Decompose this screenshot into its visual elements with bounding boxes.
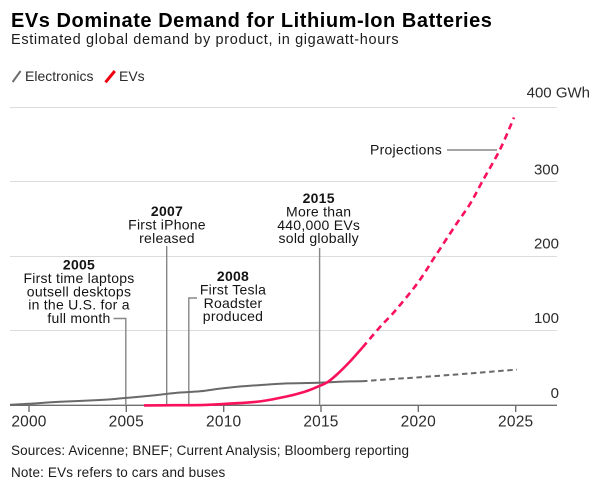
svg-text:300: 300 [534,162,559,179]
svg-text:First time laptops: First time laptops [23,270,134,286]
svg-text:First iPhone: First iPhone [128,217,206,233]
svg-text:2007: 2007 [151,203,183,219]
svg-text:2025: 2025 [498,414,533,431]
svg-text:100: 100 [534,310,559,327]
svg-text:Electronics: Electronics [25,68,93,84]
svg-text:sold globally: sold globally [279,230,359,246]
svg-text:in the U.S. for a: in the U.S. for a [28,297,130,313]
svg-text:2015: 2015 [303,414,338,431]
svg-text:440,000 EVs: 440,000 EVs [277,217,360,233]
svg-text:First Tesla: First Tesla [200,282,266,298]
svg-text:2008: 2008 [217,268,249,284]
svg-text:2015: 2015 [303,190,335,206]
svg-text:full month: full month [47,310,110,326]
svg-text:200: 200 [534,236,559,253]
svg-text:outsell desktops: outsell desktops [27,283,131,299]
svg-text:released: released [139,230,195,246]
svg-text:Projections: Projections [370,142,442,158]
svg-text:2005: 2005 [109,414,144,431]
svg-text:400 GWh: 400 GWh [527,85,590,102]
svg-text:produced: produced [203,308,263,324]
svg-text:Roadster: Roadster [204,295,263,311]
svg-text:2000: 2000 [11,414,46,431]
svg-text:2005: 2005 [63,257,95,273]
svg-text:EVs: EVs [119,68,145,84]
svg-text:2020: 2020 [401,414,436,431]
svg-text:More than: More than [286,204,351,220]
svg-text:0: 0 [551,385,559,402]
svg-text:2010: 2010 [206,414,241,431]
